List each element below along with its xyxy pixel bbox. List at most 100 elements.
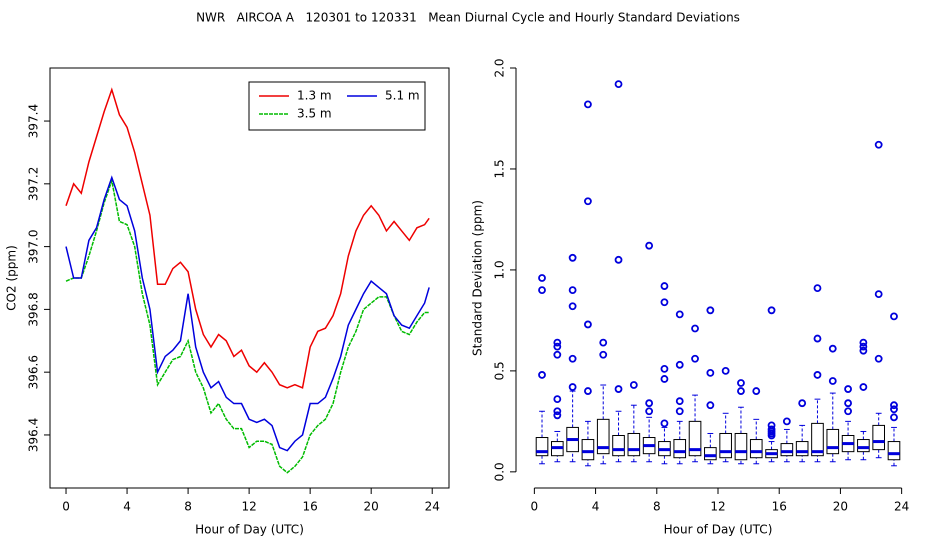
- outlier: [568, 286, 577, 295]
- y-axis-label: CO2 (ppm): [5, 245, 19, 311]
- x-tick-label: 20: [364, 500, 379, 514]
- outlier: [721, 366, 730, 375]
- outlier: [568, 383, 577, 391]
- y-tick-label: 1.0: [493, 260, 507, 279]
- outlier: [828, 344, 837, 353]
- x-tick-label: 4: [123, 500, 131, 514]
- y-tick-label: 0.5: [493, 361, 507, 380]
- x-tick-label: 12: [241, 500, 256, 514]
- outlier: [752, 387, 761, 395]
- outlier: [813, 284, 822, 292]
- box: [734, 432, 748, 461]
- x-tick-label: 0: [62, 500, 70, 514]
- box: [596, 418, 610, 455]
- outlier: [553, 407, 562, 416]
- x-tick-label: 12: [710, 500, 725, 514]
- outlier: [553, 350, 562, 359]
- y-tick-label: 397.4: [27, 104, 41, 138]
- x-tick-label: 16: [772, 500, 787, 514]
- y-axis-label: Standard Deviation (ppm): [471, 200, 485, 356]
- outlier: [614, 385, 623, 393]
- box: [535, 437, 549, 457]
- outlier: [691, 354, 699, 363]
- outlier: [767, 421, 776, 430]
- box: [719, 432, 732, 459]
- legend-label: 5.1 m: [385, 89, 420, 103]
- series-line: [65, 175, 430, 452]
- outlier: [553, 338, 562, 347]
- plot-frame: [49, 67, 450, 489]
- outlier: [706, 369, 715, 377]
- legend-box: [248, 81, 426, 131]
- box: [688, 420, 702, 457]
- outlier: [890, 413, 898, 422]
- series-line: [65, 177, 430, 474]
- outlier: [660, 419, 669, 428]
- outlier: [584, 387, 592, 395]
- outlier: [737, 387, 745, 395]
- x-tick-label: 20: [833, 500, 848, 514]
- outlier: [844, 385, 852, 393]
- outlier: [553, 411, 562, 420]
- outlier: [844, 399, 852, 408]
- y-tick-label: 2.0: [493, 58, 507, 77]
- box: [887, 441, 901, 461]
- outlier: [890, 405, 898, 414]
- y-tick-label: 1.5: [493, 159, 507, 178]
- x-tick-label: 16: [303, 500, 318, 514]
- outlier: [859, 346, 868, 355]
- y-tick-label: 396.6: [27, 355, 41, 389]
- box: [704, 447, 717, 461]
- outlier: [645, 407, 654, 416]
- y-tick-label: 0.0: [493, 462, 507, 481]
- x-axis-label: Hour of Day (UTC): [195, 523, 304, 537]
- box: [612, 435, 625, 457]
- outlier: [874, 290, 883, 299]
- outlier: [614, 80, 623, 89]
- box: [749, 439, 763, 459]
- outlier: [706, 306, 715, 315]
- outlier: [675, 407, 684, 416]
- series-line: [65, 87, 430, 389]
- x-tick-label: 24: [425, 500, 440, 514]
- outlier: [675, 397, 684, 406]
- outlier: [874, 354, 883, 363]
- outlier: [553, 395, 562, 404]
- outlier: [660, 364, 669, 373]
- outlier: [568, 354, 577, 363]
- outlier: [660, 375, 669, 383]
- box: [780, 443, 794, 457]
- x-tick-label: 24: [894, 500, 909, 514]
- outlier: [645, 399, 654, 408]
- x-tick-label: 8: [653, 500, 661, 514]
- outlier: [584, 197, 592, 206]
- outlier: [599, 338, 608, 347]
- outlier: [813, 334, 822, 343]
- outlier: [629, 381, 638, 389]
- box: [811, 422, 824, 457]
- outlier: [568, 253, 577, 262]
- outlier: [874, 140, 883, 149]
- outlier: [568, 302, 577, 311]
- outlier: [859, 342, 868, 351]
- outlier: [614, 255, 623, 264]
- outlier: [890, 401, 898, 410]
- outlier: [828, 377, 837, 385]
- outlier: [767, 306, 776, 315]
- outlier: [538, 274, 546, 282]
- outlier: [645, 241, 654, 250]
- outlier: [782, 417, 791, 426]
- outlier: [798, 399, 807, 408]
- outlier: [584, 320, 592, 329]
- outlier: [553, 342, 562, 351]
- outlier: [844, 407, 852, 416]
- outlier: [538, 371, 546, 379]
- y-tick-label: 397.2: [27, 167, 41, 201]
- outlier: [737, 379, 745, 387]
- figure-title: NWR AIRCOA A 120301 to 120331 Mean Diurn…: [196, 11, 740, 25]
- outlier: [675, 360, 684, 369]
- legend-label: 3.5 m: [297, 107, 332, 121]
- outlier: [813, 371, 822, 379]
- outlier: [675, 310, 684, 319]
